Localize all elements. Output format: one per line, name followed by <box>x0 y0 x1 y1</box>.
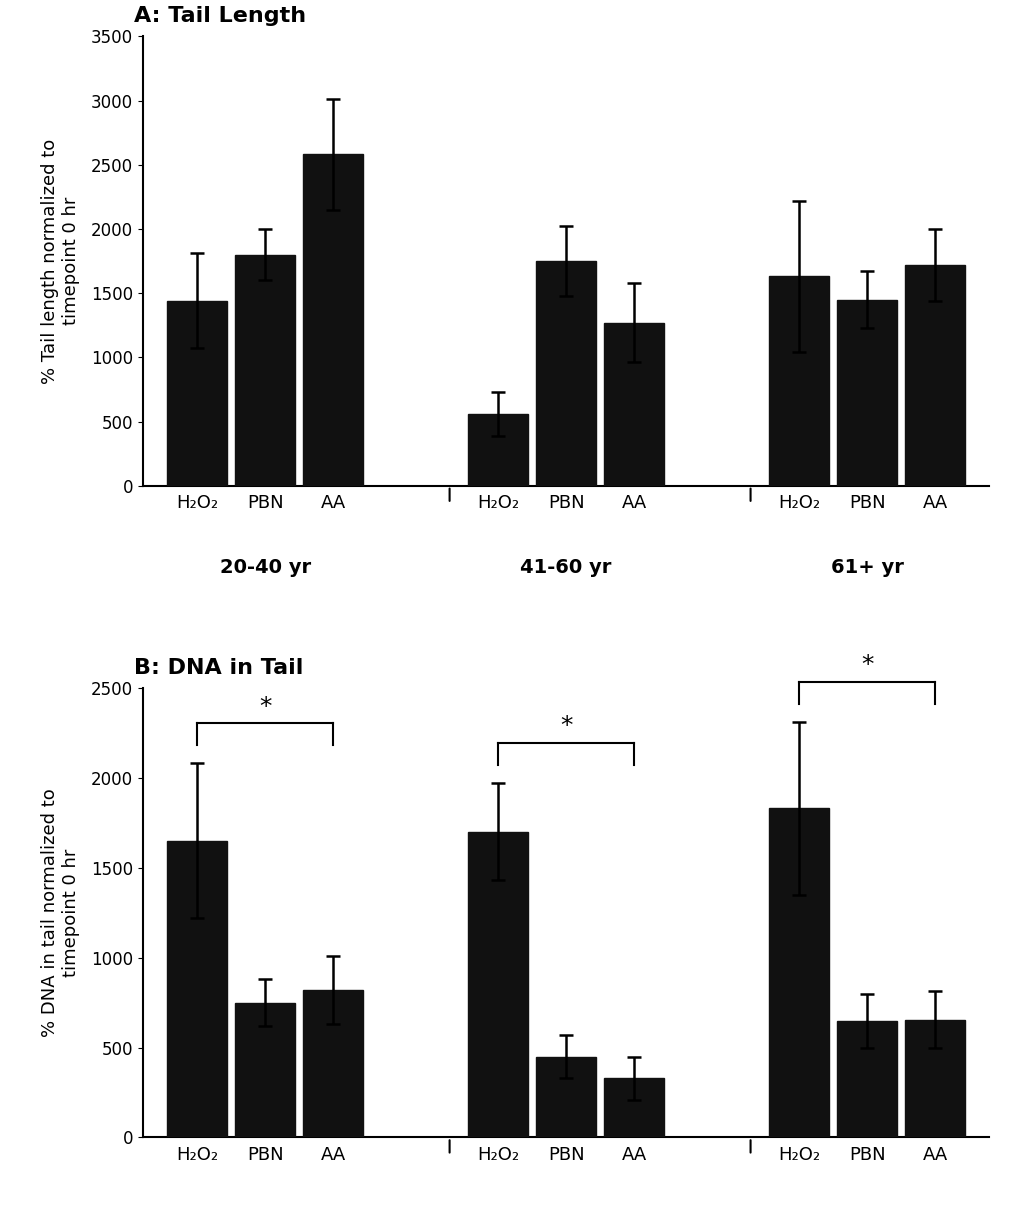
Bar <box>303 990 363 1137</box>
Bar <box>468 414 528 485</box>
Bar <box>167 841 227 1137</box>
Bar <box>603 1078 663 1137</box>
Bar <box>303 155 363 485</box>
Text: 41-60 yr: 41-60 yr <box>520 558 611 577</box>
Bar <box>768 808 828 1137</box>
Text: 61+ yr: 61+ yr <box>829 558 903 577</box>
Bar <box>904 1020 964 1137</box>
Bar <box>167 301 227 485</box>
Bar <box>768 276 828 485</box>
Bar <box>235 254 294 485</box>
Bar <box>235 1003 294 1137</box>
Text: *: * <box>559 714 572 738</box>
Text: B: DNA in Tail: B: DNA in Tail <box>135 658 304 678</box>
Bar <box>837 1020 896 1137</box>
Bar <box>468 831 528 1137</box>
Y-axis label: % DNA in tail normalized to
timepoint 0 hr: % DNA in tail normalized to timepoint 0 … <box>41 788 79 1037</box>
Bar <box>536 261 595 485</box>
Y-axis label: % Tail length normalized to
timepoint 0 hr: % Tail length normalized to timepoint 0 … <box>41 138 79 384</box>
Text: A: Tail Length: A: Tail Length <box>135 6 306 27</box>
Text: *: * <box>860 653 872 678</box>
Bar <box>603 323 663 485</box>
Bar <box>904 265 964 485</box>
Text: 20-40 yr: 20-40 yr <box>219 558 311 577</box>
Bar <box>837 300 896 485</box>
Text: *: * <box>259 695 271 719</box>
Bar <box>536 1056 595 1137</box>
